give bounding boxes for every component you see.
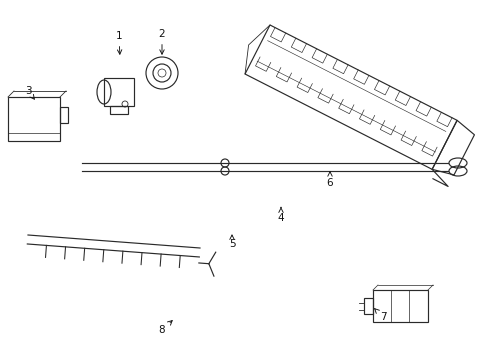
Text: 6: 6 [327, 172, 333, 188]
Text: 2: 2 [159, 29, 165, 54]
Text: 4: 4 [278, 207, 284, 223]
Text: 1: 1 [116, 31, 122, 54]
Text: 3: 3 [24, 86, 34, 99]
Bar [8, 97, 60, 141]
Bar [373, 290, 428, 322]
Bar [110, 106, 128, 114]
Bar [60, 107, 68, 123]
Text: 5: 5 [229, 235, 235, 249]
Bar [364, 298, 373, 314]
Text: 8: 8 [159, 320, 172, 335]
Text: 7: 7 [375, 309, 386, 322]
Bar [104, 78, 134, 106]
